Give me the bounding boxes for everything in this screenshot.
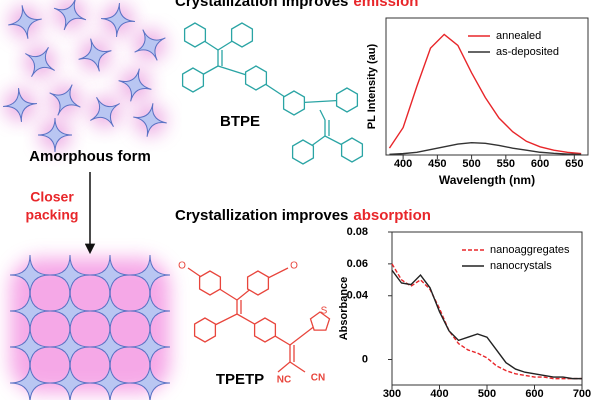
star [134,29,166,61]
heading: Crystallization improves absorption [175,207,431,224]
x-tick-label: 400 [394,158,412,170]
x-axis-label: Wavelength (nm) [439,173,535,187]
y-axis-label: PL Intensity (au) [366,43,378,129]
glow [10,258,170,393]
star [90,97,120,127]
ring [183,22,207,48]
bond [277,345,291,373]
y-tick-label: 0.08 [347,226,368,238]
heading-highlight: emission [353,0,418,10]
series-line [391,269,582,380]
series-line [388,33,582,155]
x-tick-label: 500 [462,158,480,170]
ring [253,317,277,343]
ring [340,137,364,163]
x-tick-label: 450 [428,158,446,170]
legend-label: nanoaggregates [490,244,570,256]
heading: Crystallization improves emission [175,0,418,10]
atom-label: O [290,261,298,272]
star [9,362,51,400]
atom-label: S [321,306,328,317]
ring [230,22,254,48]
x-tick-label: 400 [430,388,448,400]
y-tick-label: 0 [362,353,368,365]
x-tick-label: 550 [497,158,515,170]
ring [291,139,315,165]
molecule-label: BTPE [220,113,260,130]
legend-label: as-deposited [496,46,559,58]
star [89,362,131,400]
plot-frame [385,17,589,156]
arrow-label: Closer [30,189,74,205]
atom-label: NC [277,375,291,386]
heading-highlight: absorption [353,207,431,224]
atom-label: CN [311,373,325,384]
ring [181,67,205,93]
ring [198,270,222,296]
star-illustrations [3,0,171,400]
star [118,68,152,102]
heading-text: Crystallization improves [175,207,348,224]
molecule-structures: O O S NC CN [178,22,364,386]
amorphous-label: Amorphous form [29,148,151,165]
bond [319,109,326,136]
ring [335,87,359,113]
molecule-label: TPETP [216,371,264,388]
x-tick-label: 300 [383,388,401,400]
atom-label: O [178,261,186,272]
star [101,3,135,37]
star [133,103,167,137]
bond [289,361,306,373]
x-tick-label: 700 [573,388,591,400]
heading-text: Crystallization improves [175,0,348,10]
star [53,0,87,31]
x-tick-label: 500 [478,388,496,400]
star [49,362,91,400]
star [129,362,171,400]
ring [193,317,217,343]
x-tick-label: 600 [525,388,543,400]
ring [246,270,270,296]
ring [244,65,268,91]
ring [282,90,306,116]
star [49,84,81,116]
ring [309,311,331,331]
star [8,5,42,39]
y-tick-label: 0.06 [347,258,368,270]
legend-label: nanocrystals [490,260,552,272]
star [78,38,112,72]
x-tick-label: 600 [531,158,549,170]
bond [192,65,348,104]
star [3,88,37,122]
series-line [389,141,582,156]
y-tick-label: 0.04 [347,290,369,302]
x-tick-label: 650 [565,158,583,170]
series-line [391,263,582,380]
star [25,47,55,77]
legend-label: annealed [496,30,541,42]
star [37,117,73,153]
arrow-label: packing [26,207,79,223]
y-axis-label: Absorbance [338,277,350,341]
